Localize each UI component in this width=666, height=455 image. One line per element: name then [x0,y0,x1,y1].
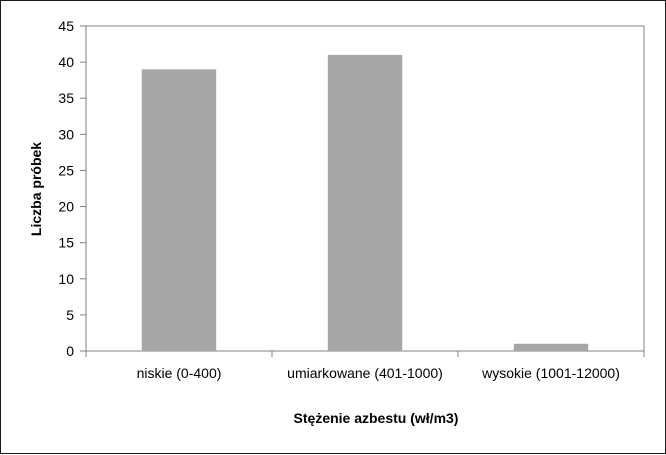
bar-series [141,54,589,352]
y-tick-label: 45 [58,18,74,34]
y-tick-label: 0 [66,343,74,359]
y-tick-label: 25 [58,162,74,178]
bar [141,69,217,351]
y-tick-label: 5 [66,307,74,323]
y-tick-label: 15 [58,235,74,251]
x-tick-label: niskie (0-400) [137,365,222,381]
y-axis-title: Liczba próbek [28,142,44,236]
x-tick-label: wysokie (1001-12000) [481,365,620,381]
y-tick-label: 10 [58,271,74,287]
bar [327,54,403,352]
x-tick-labels: niskie (0-400) umiarkowane (401-1000) wyso… [137,365,620,381]
bar [513,343,589,351]
x-axis-title: Stężenie azbestu (wł/m3) [294,410,459,426]
x-axis [85,351,645,357]
y-axis: 0 5 10 15 20 25 30 35 40 45 [58,18,86,359]
y-tick-label: 30 [58,126,74,142]
y-tick-label: 20 [58,199,74,215]
x-tick-label: umiarkowane (401-1000) [287,365,443,381]
y-tick-label: 40 [58,54,74,70]
y-tick-label: 35 [58,90,74,106]
